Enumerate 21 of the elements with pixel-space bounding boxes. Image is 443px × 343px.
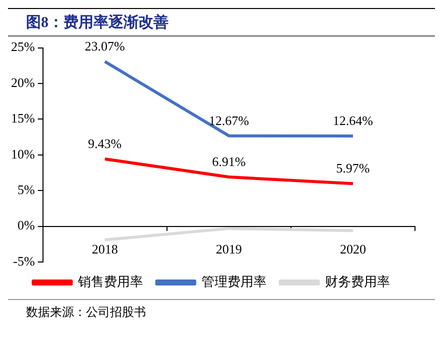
y-tick-label: 15% (10, 110, 35, 126)
legend-label: 销售费用率 (76, 274, 143, 289)
data-label: 9.43% (88, 136, 122, 151)
x-tick-label: 2020 (340, 242, 366, 257)
legend-label: 财务费用率 (324, 274, 390, 289)
data-label: 5.97% (336, 160, 370, 176)
x-tick-label: 2019 (216, 242, 242, 257)
data-label: 12.67% (208, 112, 250, 128)
source-note: 数据来源：公司招股书 (25, 304, 147, 321)
y-tick-label: 10% (10, 146, 35, 162)
chart-title: 图8：费用率逐渐改善 (8, 13, 435, 37)
legend-label: 管理费用率 (201, 274, 266, 289)
data-label: 12.64% (332, 112, 374, 128)
y-tick-label: 25% (10, 39, 35, 54)
x-tick-label: 2018 (92, 242, 118, 257)
y-tick-label: -5% (13, 253, 35, 268)
y-tick-label: 5% (17, 182, 35, 198)
data-label: 23.07% (84, 38, 126, 54)
y-tick-label: 20% (10, 74, 35, 90)
y-tick-label: 0% (17, 218, 35, 233)
data-label: 6.91% (212, 154, 246, 169)
